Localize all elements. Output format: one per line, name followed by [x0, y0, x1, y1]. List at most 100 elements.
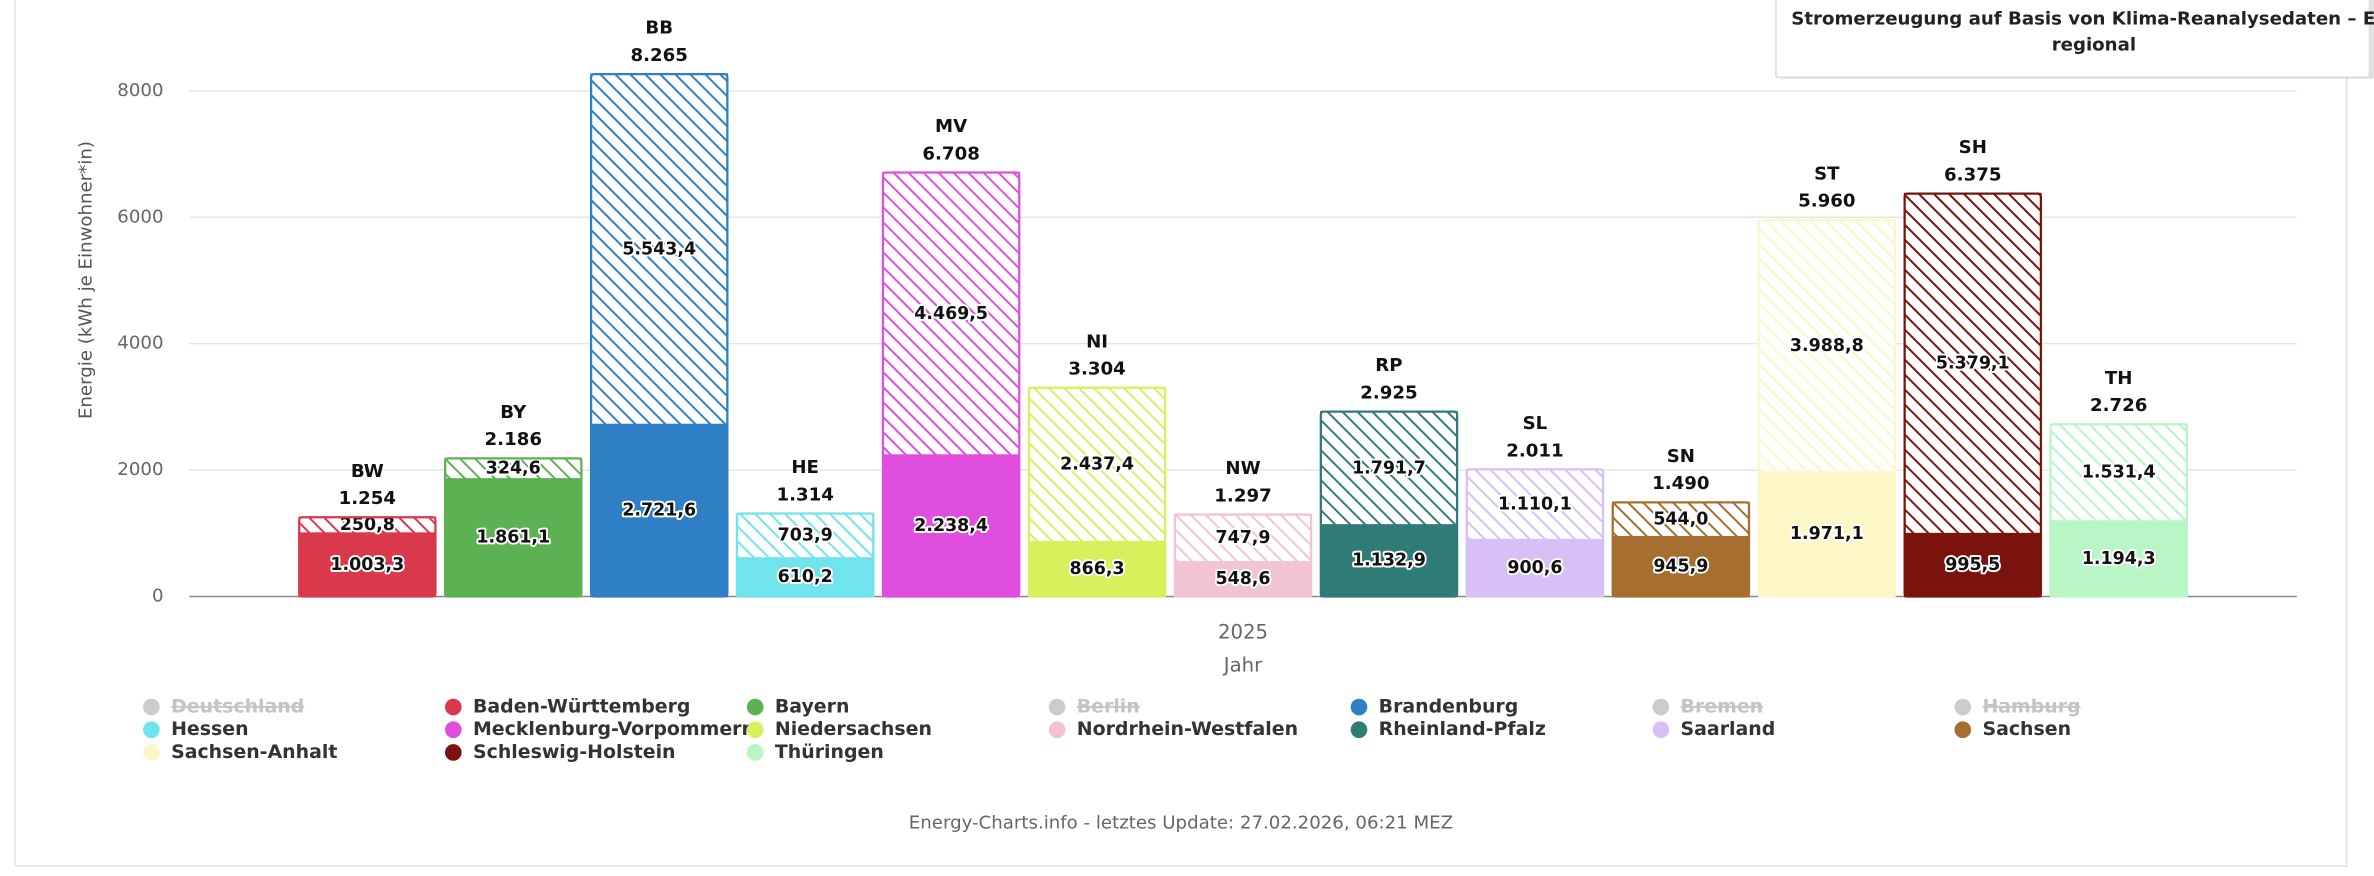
- legend-item[interactable]: Hamburg: [1954, 696, 2081, 718]
- legend-item[interactable]: Schleswig-Holstein: [444, 741, 676, 763]
- data-label: 544,0: [1653, 510, 1708, 530]
- data-label: 945,9: [1653, 557, 1708, 577]
- data-label: 995,5: [1945, 555, 2000, 575]
- bar-segment: [1757, 471, 1896, 598]
- legend-label: Rheinland-Pfalz: [1379, 718, 1546, 740]
- legend-item[interactable]: Bremen: [1652, 696, 1764, 718]
- legend-item[interactable]: Mecklenburg-Vorpommern: [444, 718, 755, 740]
- data-label: 866,3: [1070, 559, 1125, 579]
- legend-item[interactable]: Bayern: [746, 696, 850, 718]
- data-label: 2.721,6: [622, 501, 696, 521]
- legend-label: Bremen: [1681, 696, 1764, 718]
- legend-label: Nordrhein-Westfalen: [1077, 718, 1298, 740]
- legend-item[interactable]: Rheinland-Pfalz: [1350, 718, 1546, 740]
- bar-outline: [1319, 410, 1459, 598]
- data-label: 747,9: [1215, 528, 1270, 548]
- total-label: 2.726: [2090, 395, 2147, 416]
- legend-item[interactable]: Hessen: [143, 718, 249, 740]
- bar-segment: [1466, 468, 1604, 541]
- data-label: 1.861,1: [476, 528, 550, 548]
- total-label: 6.375: [1944, 164, 2001, 185]
- legend-marker: [143, 698, 160, 716]
- legend-item[interactable]: Brandenburg: [1350, 696, 1519, 718]
- legend-label: Berlin: [1077, 696, 1140, 718]
- bar-segment: [882, 171, 1021, 456]
- total-label: 8.265: [631, 45, 688, 66]
- data-label: 1.971,1: [1790, 524, 1864, 544]
- legend-marker: [143, 744, 160, 761]
- bar-segment: [882, 454, 1021, 598]
- x-axis-label: Jahr: [1222, 654, 1263, 677]
- legend-marker: [1652, 698, 1670, 716]
- bar-segment: [736, 557, 875, 598]
- y-tick-label: 8000: [117, 80, 163, 101]
- bar-outline: [881, 171, 1021, 598]
- data-label: 610,2: [778, 567, 833, 587]
- data-label: 2.238,4: [914, 516, 988, 536]
- bar-code: BY: [500, 402, 527, 423]
- legend-marker: [143, 721, 160, 739]
- total-label: 1.490: [1652, 473, 1709, 494]
- legend-item[interactable]: Thüringen: [746, 741, 884, 763]
- legend-marker: [1048, 698, 1066, 716]
- legend-item[interactable]: Berlin: [1048, 696, 1140, 718]
- legend-label: Thüringen: [775, 741, 884, 763]
- legend-label: Saarland: [1681, 718, 1776, 740]
- total-label: 2.925: [1360, 382, 1417, 403]
- bar-code: BB: [645, 18, 673, 39]
- bar-code: SH: [1959, 137, 1987, 158]
- bar-code: NW: [1225, 458, 1260, 479]
- total-label: 1.254: [339, 488, 396, 509]
- legend-marker: [746, 721, 764, 739]
- bar-outline: [1611, 501, 1751, 598]
- data-label: 1.194,3: [2082, 549, 2156, 569]
- bar-outline: [1903, 192, 2043, 598]
- legend-label: Schleswig-Holstein: [473, 741, 676, 763]
- bar-segment: [1174, 561, 1312, 598]
- total-label: 2.186: [485, 429, 542, 450]
- legend-marker: [1954, 698, 1972, 716]
- bar-segment: [1903, 192, 2042, 535]
- bar-code: RP: [1375, 355, 1402, 376]
- data-label: 1.132,9: [1352, 551, 1426, 571]
- legend-item[interactable]: Sachsen-Anhalt: [143, 741, 337, 763]
- data-label: 5.543,4: [622, 239, 696, 259]
- legend-marker: [444, 698, 462, 716]
- bar-outline: [1757, 218, 1897, 598]
- legend-marker: [444, 721, 462, 739]
- info-text: regional: [2052, 34, 2136, 55]
- legend-item[interactable]: Deutschland: [143, 696, 304, 718]
- data-label: 4.469,5: [914, 304, 988, 324]
- bar-segment: [1611, 501, 1750, 538]
- legend-marker: [1652, 721, 1670, 739]
- legend-label: Hamburg: [1982, 696, 2080, 718]
- data-label: 250,8: [340, 515, 395, 535]
- legend-label: Hessen: [171, 718, 248, 740]
- total-label: 6.708: [922, 143, 979, 164]
- bar-outline: [444, 457, 583, 598]
- bar-segment: [1757, 219, 1896, 473]
- legend-item[interactable]: Sachsen: [1954, 718, 2071, 740]
- bar-outline: [2049, 423, 2188, 598]
- legend-label: Sachsen: [1982, 718, 2071, 740]
- data-label: 1.003,3: [330, 555, 404, 575]
- bar-code: BW: [351, 461, 384, 482]
- bar-code: SN: [1667, 446, 1695, 467]
- legend-marker: [746, 698, 764, 716]
- data-label: 1.531,4: [2082, 463, 2156, 483]
- legend-item[interactable]: Saarland: [1652, 718, 1776, 740]
- bar-outline: [1027, 386, 1167, 598]
- legend-item[interactable]: Baden-Württemberg: [444, 696, 690, 718]
- legend-label: Deutschland: [171, 696, 304, 718]
- legend-item[interactable]: Nordrhein-Westfalen: [1048, 718, 1298, 740]
- legend-marker: [1350, 721, 1368, 739]
- legend-item[interactable]: Niedersachsen: [746, 718, 932, 740]
- info-text: Stromerzeugung auf Basis von Klima-Reana…: [1791, 9, 2374, 30]
- legend-label: Brandenburg: [1379, 696, 1519, 718]
- data-label: 5.379,1: [1936, 354, 2010, 374]
- bar-segment: [1028, 386, 1166, 543]
- y-tick-label: 2000: [117, 459, 163, 480]
- bar-code: TH: [2105, 368, 2133, 389]
- y-tick-label: 0: [152, 586, 164, 607]
